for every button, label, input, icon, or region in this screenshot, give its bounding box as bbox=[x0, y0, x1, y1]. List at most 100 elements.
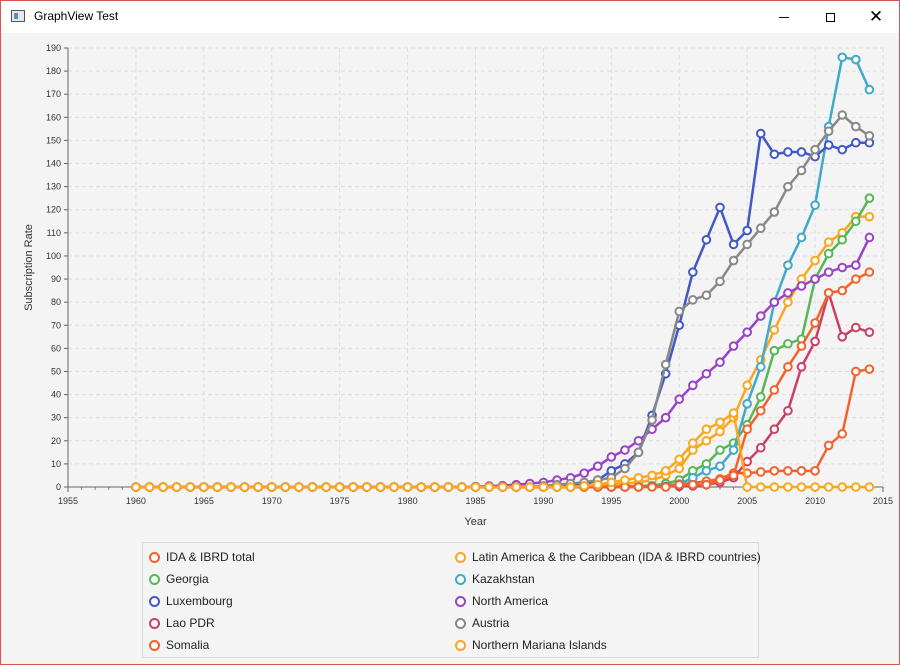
data-point bbox=[851, 54, 861, 65]
data-point bbox=[579, 468, 589, 478]
data-point bbox=[823, 267, 834, 277]
data-point bbox=[810, 318, 820, 328]
legend-label: Kazakhstan bbox=[472, 572, 535, 586]
data-point bbox=[633, 482, 644, 492]
data-point bbox=[633, 447, 644, 458]
data-point bbox=[429, 482, 440, 492]
data-point bbox=[783, 260, 793, 270]
y-tick-label: 160 bbox=[46, 112, 61, 122]
data-point bbox=[457, 482, 467, 492]
data-point bbox=[606, 477, 617, 488]
data-point bbox=[783, 466, 793, 476]
data-point bbox=[701, 435, 712, 446]
data-point bbox=[688, 438, 698, 448]
legend-marker bbox=[149, 639, 160, 651]
data-point bbox=[864, 327, 875, 337]
data-point bbox=[212, 482, 223, 492]
chart-series bbox=[131, 52, 875, 492]
legend-label: Lao PDR bbox=[166, 616, 215, 630]
data-point bbox=[810, 255, 820, 266]
data-point bbox=[864, 211, 875, 222]
data-point bbox=[647, 470, 657, 481]
data-point bbox=[592, 479, 603, 490]
data-point bbox=[837, 429, 848, 439]
data-point bbox=[158, 482, 168, 492]
data-point bbox=[715, 426, 725, 437]
data-point bbox=[660, 412, 671, 423]
y-tick-label: 0 bbox=[56, 482, 61, 492]
data-point bbox=[851, 322, 861, 333]
x-tick-label: 1990 bbox=[533, 496, 553, 506]
data-point bbox=[511, 482, 522, 492]
data-point bbox=[769, 466, 780, 476]
data-point bbox=[742, 399, 752, 409]
legend-marker bbox=[455, 595, 466, 607]
data-point bbox=[851, 482, 861, 492]
data-point bbox=[769, 149, 780, 160]
data-point bbox=[701, 290, 712, 301]
data-point bbox=[674, 306, 685, 317]
data-point bbox=[755, 392, 766, 402]
data-point bbox=[823, 482, 834, 492]
y-tick-label: 70 bbox=[51, 320, 61, 330]
maximize-button[interactable] bbox=[807, 1, 853, 33]
data-point bbox=[674, 394, 685, 405]
y-tick-label: 30 bbox=[51, 413, 61, 423]
data-point bbox=[416, 482, 426, 492]
series-9 bbox=[131, 408, 875, 492]
data-point bbox=[375, 482, 386, 492]
data-point bbox=[837, 110, 848, 120]
data-point bbox=[783, 338, 793, 349]
data-point bbox=[837, 285, 848, 296]
y-tick-label: 90 bbox=[51, 274, 61, 284]
data-point bbox=[688, 295, 698, 305]
data-point bbox=[837, 144, 848, 155]
data-point bbox=[701, 479, 712, 490]
data-point bbox=[307, 482, 318, 492]
data-point bbox=[131, 482, 141, 492]
x-tick-label: 1965 bbox=[194, 496, 214, 506]
minimize-button[interactable] bbox=[761, 1, 807, 33]
data-point bbox=[796, 341, 807, 351]
app-icon bbox=[11, 10, 25, 22]
data-point bbox=[185, 482, 196, 492]
x-tick-label: 1970 bbox=[262, 496, 282, 506]
y-tick-label: 40 bbox=[51, 390, 61, 400]
y-tick-label: 120 bbox=[46, 205, 61, 215]
data-point bbox=[701, 368, 712, 379]
data-point bbox=[823, 237, 834, 247]
data-point bbox=[810, 482, 820, 492]
window-title: GraphView Test bbox=[34, 9, 119, 23]
x-tick-label: 2005 bbox=[737, 496, 757, 506]
chart-legend: IDA & IBRD total Latin America & the Cari… bbox=[142, 542, 761, 658]
y-tick-label: 10 bbox=[51, 459, 61, 469]
legend-item: Northern Mariana Islands bbox=[455, 636, 607, 654]
data-point bbox=[823, 248, 834, 259]
data-point bbox=[837, 262, 848, 273]
data-point bbox=[647, 482, 657, 492]
data-point bbox=[715, 357, 725, 368]
data-point bbox=[715, 475, 725, 485]
legend-label: Somalia bbox=[166, 638, 210, 652]
y-tick-label: 50 bbox=[51, 366, 61, 376]
data-point bbox=[443, 482, 454, 492]
close-button[interactable]: ✕ bbox=[853, 1, 899, 33]
data-point bbox=[620, 445, 630, 455]
data-point bbox=[728, 408, 739, 418]
data-point bbox=[864, 84, 875, 95]
data-point bbox=[497, 482, 508, 492]
data-point bbox=[851, 260, 861, 270]
legend-label: Georgia bbox=[166, 572, 209, 586]
data-point bbox=[810, 274, 820, 284]
data-point bbox=[579, 481, 589, 491]
data-point bbox=[362, 482, 372, 492]
data-point bbox=[674, 463, 685, 474]
legend-marker bbox=[149, 551, 160, 563]
data-point bbox=[742, 239, 752, 250]
data-point bbox=[171, 482, 182, 492]
data-point bbox=[701, 234, 712, 245]
data-point bbox=[728, 445, 739, 455]
legend-item: Austria bbox=[455, 614, 509, 632]
data-point bbox=[823, 126, 834, 136]
legend-label: Northern Mariana Islands bbox=[472, 638, 607, 652]
